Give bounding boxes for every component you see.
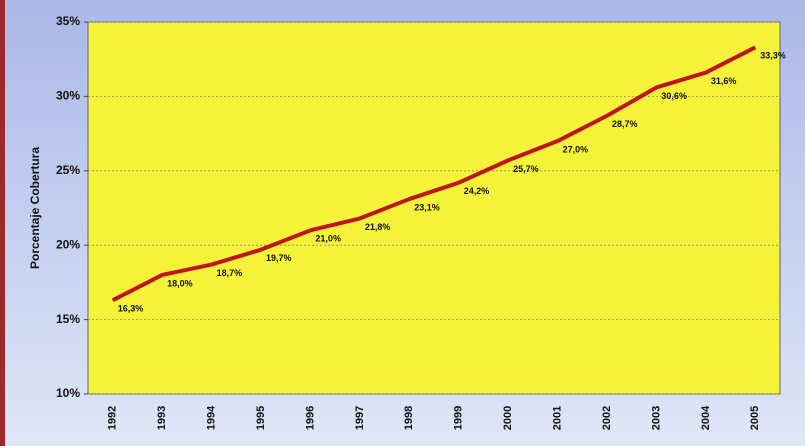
- value-label: 19,7%: [266, 253, 292, 263]
- x-tick-label: 2005: [749, 406, 761, 430]
- x-tick-label: 2002: [601, 406, 613, 430]
- value-label: 31,6%: [711, 76, 737, 86]
- value-label: 33,3%: [760, 51, 786, 61]
- x-tick-label: 1999: [453, 406, 465, 430]
- value-label: 18,7%: [217, 268, 243, 278]
- value-label: 21,0%: [315, 234, 341, 244]
- x-tick-label: 2001: [551, 406, 563, 430]
- x-tick-label: 1998: [403, 406, 415, 430]
- x-tick-label: 1995: [255, 406, 267, 430]
- x-tick-label: 1996: [304, 406, 316, 430]
- x-tick-label: 2003: [650, 406, 662, 430]
- value-label: 30,6%: [661, 91, 687, 101]
- left-border: [0, 0, 5, 446]
- value-label: 18,0%: [167, 278, 193, 288]
- y-tick-label: 30%: [56, 89, 80, 103]
- value-label: 25,7%: [513, 164, 539, 174]
- x-tick-label: 2004: [700, 405, 712, 430]
- value-label: 28,7%: [612, 119, 638, 129]
- value-label: 27,0%: [563, 144, 589, 154]
- data-line: [111, 45, 757, 303]
- x-tick-label: 1994: [205, 405, 217, 430]
- y-tick-label: 25%: [56, 163, 80, 177]
- x-tick-label: 1992: [107, 406, 119, 430]
- value-label: 23,1%: [414, 202, 440, 212]
- x-tick-label: 1997: [354, 406, 366, 430]
- y-tick-label: 10%: [56, 386, 80, 400]
- value-label: 16,3%: [118, 304, 144, 314]
- y-tick-label: 20%: [56, 237, 80, 251]
- y-axis-label: Porcentaje Cobertura: [28, 147, 42, 269]
- value-label: 24,2%: [464, 186, 490, 196]
- y-tick-label: 15%: [56, 312, 80, 326]
- x-tick-label: 2000: [502, 406, 514, 430]
- y-tick-label: 35%: [56, 14, 80, 28]
- value-label: 21,8%: [365, 222, 391, 232]
- x-tick-label: 1993: [156, 406, 168, 430]
